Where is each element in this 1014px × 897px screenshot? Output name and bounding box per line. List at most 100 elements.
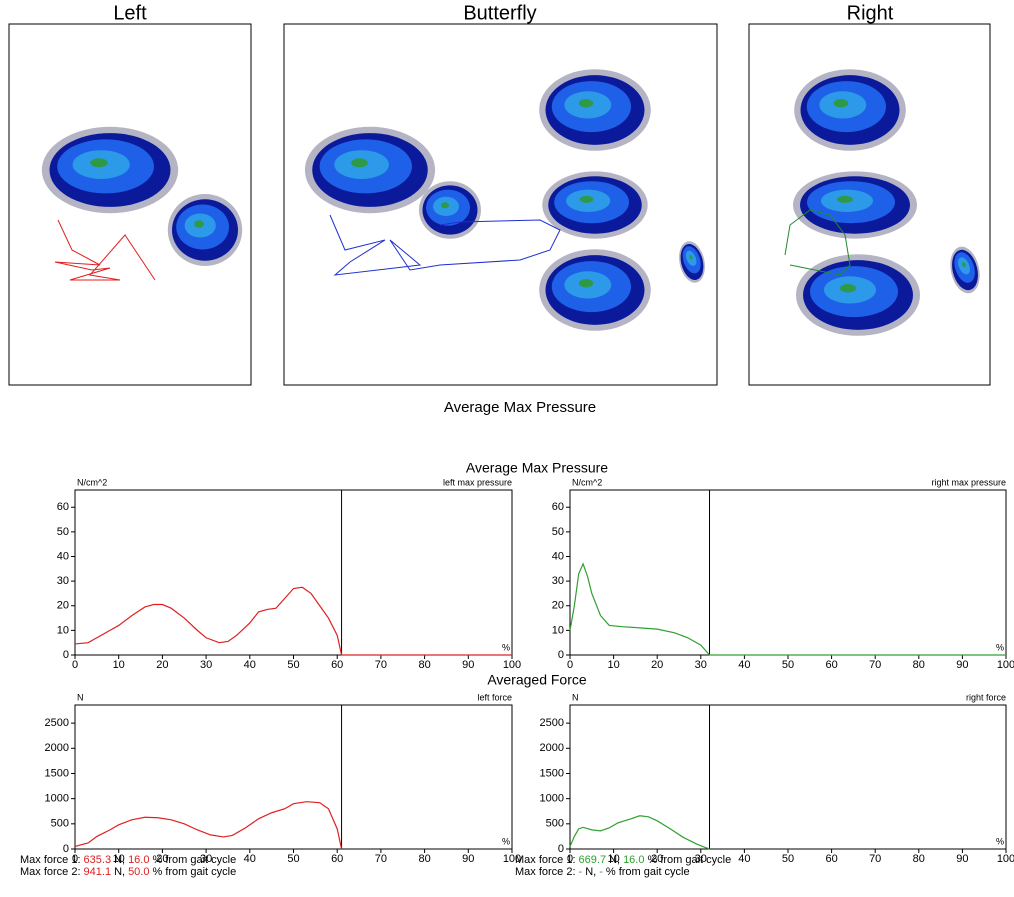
y-tick-label: 30 xyxy=(552,575,564,587)
x-unit: % xyxy=(502,642,510,652)
summary-suffix: % from gait cycle xyxy=(647,854,731,866)
x-tick-label: 40 xyxy=(738,659,750,671)
y-tick-label: 50 xyxy=(57,526,69,538)
x-tick-label: 40 xyxy=(244,659,256,671)
x-tick-label: 30 xyxy=(695,659,707,671)
series-line xyxy=(570,564,1006,655)
x-tick-label: 80 xyxy=(418,659,430,671)
x-tick-label: 100 xyxy=(997,853,1014,865)
x-tick-label: 80 xyxy=(913,853,925,865)
summary-suffix: % from gait cycle xyxy=(606,866,690,878)
x-tick-label: 60 xyxy=(825,853,837,865)
x-tick-label: 50 xyxy=(782,659,794,671)
y-tick-label: 50 xyxy=(552,526,564,538)
chart-title: left max pressure xyxy=(443,477,512,487)
summary-force: - xyxy=(579,866,583,878)
plot-frame xyxy=(75,705,512,849)
x-tick-label: 80 xyxy=(418,853,430,865)
max-force-summary: Max force 1:635.3N,16.0% from gait cycle xyxy=(20,854,236,866)
x-tick-label: 70 xyxy=(375,853,387,865)
y-tick-label: 1500 xyxy=(540,767,564,779)
chart-title: left force xyxy=(477,692,512,702)
x-tick-label: 10 xyxy=(113,659,125,671)
summary-label: Max force 1: xyxy=(515,854,576,866)
y-tick-label: 1000 xyxy=(45,793,69,805)
x-unit: % xyxy=(996,642,1004,652)
x-tick-label: 60 xyxy=(825,659,837,671)
summary-percent: 50.0 xyxy=(128,866,149,878)
x-tick-label: 90 xyxy=(462,853,474,865)
x-unit: % xyxy=(996,836,1004,846)
y-tick-label: 2500 xyxy=(45,717,69,729)
series-line xyxy=(75,802,342,849)
x-tick-label: 30 xyxy=(200,659,212,671)
summary-percent: - xyxy=(599,866,603,878)
y-tick-label: 2000 xyxy=(540,742,564,754)
y-tick-label: 20 xyxy=(552,600,564,612)
summary-force: 635.3 xyxy=(84,854,112,866)
y-tick-label: 500 xyxy=(51,818,69,830)
y-tick-label: 30 xyxy=(57,575,69,587)
y-tick-label: 2500 xyxy=(540,717,564,729)
section-title: Averaged Force xyxy=(487,672,587,688)
y-tick-label: 10 xyxy=(552,624,564,636)
summary-unit: N, xyxy=(114,854,125,866)
y-tick-label: 60 xyxy=(57,501,69,513)
summary-unit: N, xyxy=(114,866,125,878)
chart-title: right force xyxy=(966,692,1006,702)
y-axis-label: N/cm^2 xyxy=(77,477,107,487)
summary-suffix: % from gait cycle xyxy=(152,866,236,878)
x-tick-label: 20 xyxy=(156,659,168,671)
summary-label: Max force 2: xyxy=(515,866,576,878)
x-tick-label: 70 xyxy=(375,659,387,671)
y-axis-label: N xyxy=(572,692,579,702)
max-force-summary: Max force 2:-N,-% from gait cycle xyxy=(515,866,690,878)
x-unit: % xyxy=(502,836,510,846)
x-tick-label: 60 xyxy=(331,659,343,671)
summary-label: Max force 1: xyxy=(20,854,81,866)
x-tick-label: 50 xyxy=(287,659,299,671)
x-tick-label: 0 xyxy=(72,659,78,671)
x-tick-label: 90 xyxy=(956,659,968,671)
x-tick-label: 100 xyxy=(997,659,1014,671)
screen: Left Butterfly Right Average Max Pressur… xyxy=(0,0,1014,897)
page: Left Butterfly Right Average Max Pressur… xyxy=(0,0,1014,897)
chart-title: right max pressure xyxy=(931,477,1006,487)
x-tick-label: 50 xyxy=(782,853,794,865)
y-tick-label: 2000 xyxy=(45,742,69,754)
series-line xyxy=(75,587,512,655)
summary-label: Max force 2: xyxy=(20,866,81,878)
summary-unit: N, xyxy=(609,854,620,866)
x-tick-label: 90 xyxy=(462,659,474,671)
plot-frame xyxy=(75,490,512,655)
y-tick-label: 10 xyxy=(57,624,69,636)
y-tick-label: 1000 xyxy=(540,793,564,805)
panel-title: Right xyxy=(847,2,894,24)
y-tick-label: 40 xyxy=(57,550,69,562)
y-tick-label: 1500 xyxy=(45,767,69,779)
y-tick-label: 500 xyxy=(546,818,564,830)
summary-unit: N, xyxy=(585,866,596,878)
y-tick-label: 40 xyxy=(552,550,564,562)
x-tick-label: 100 xyxy=(503,659,521,671)
x-tick-label: 0 xyxy=(567,659,573,671)
y-tick-label: 0 xyxy=(558,649,564,661)
x-tick-label: 70 xyxy=(869,853,881,865)
summary-force: 941.1 xyxy=(84,866,112,878)
section-title: Average Max Pressure xyxy=(466,460,608,476)
summary-percent: 16.0 xyxy=(128,854,149,866)
y-tick-label: 20 xyxy=(57,600,69,612)
y-tick-label: 0 xyxy=(63,649,69,661)
summary-suffix: % from gait cycle xyxy=(152,854,236,866)
x-tick-label: 90 xyxy=(956,853,968,865)
y-axis-label: N xyxy=(77,692,84,702)
panel-title: Butterfly xyxy=(463,2,536,24)
panel-caption: Average Max Pressure xyxy=(444,399,596,416)
x-tick-label: 60 xyxy=(331,853,343,865)
x-tick-label: 10 xyxy=(607,659,619,671)
x-tick-label: 40 xyxy=(244,853,256,865)
y-tick-label: 60 xyxy=(552,501,564,513)
plot-frame xyxy=(570,705,1006,849)
